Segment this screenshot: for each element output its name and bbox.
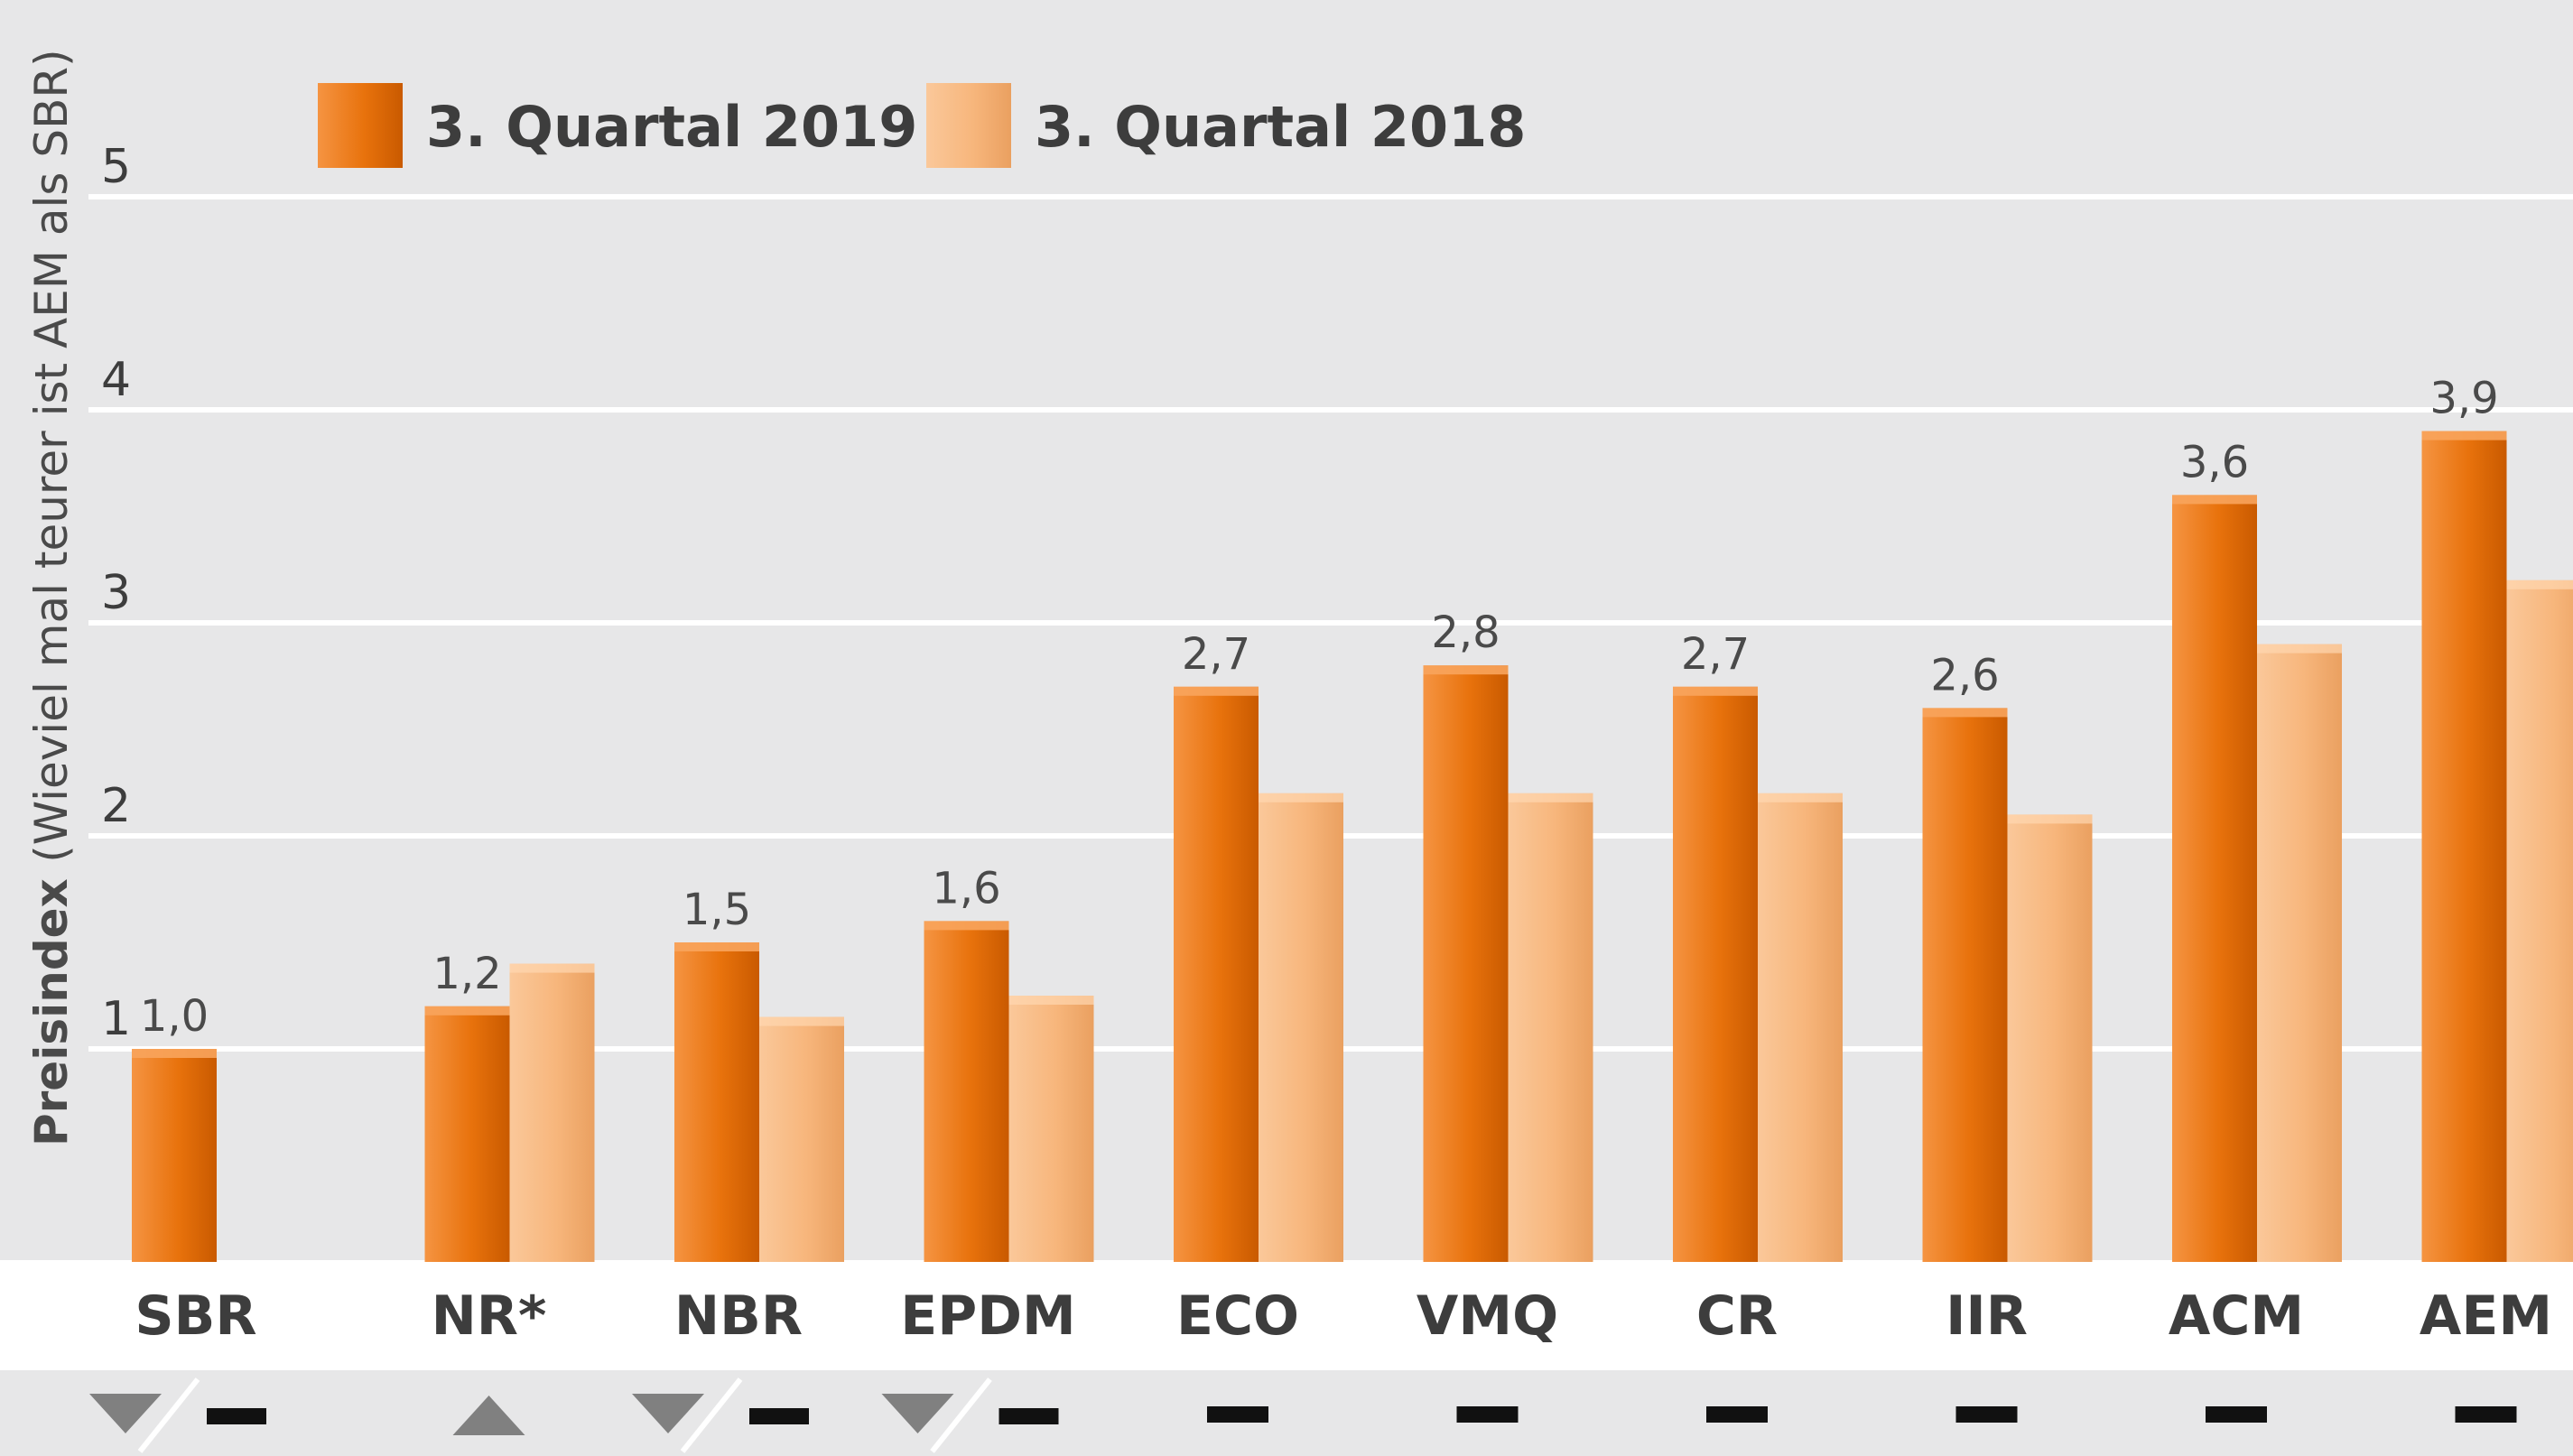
value-label-EPDM: 1,6	[932, 863, 1000, 913]
gridline-4	[88, 407, 2573, 413]
bar-2018-top-IIR	[2007, 814, 2093, 824]
category-label-EPDM: EPDM	[900, 1284, 1075, 1348]
value-label-NBR: 1,5	[683, 885, 751, 935]
bar-2019-top-NR*	[424, 1006, 510, 1015]
legend-label-1: 3. Quartal 2018	[1035, 94, 1526, 160]
bar-2019-top-IIR	[1922, 708, 2008, 718]
bar-2018-IIR	[2007, 814, 2093, 1262]
bar-2018-top-ACM	[2257, 644, 2342, 654]
bar-2019-top-EPDM	[924, 921, 1009, 931]
bar-2019-VMQ	[1423, 665, 1509, 1262]
trend-slash-EPDM	[930, 1377, 992, 1453]
bar-2019-top-CR	[1673, 686, 1758, 696]
category-band	[0, 1264, 2573, 1370]
bar-2018-ACM	[2257, 644, 2342, 1262]
value-label-SBR: 1,0	[140, 991, 209, 1042]
y-tick-label: 5	[101, 140, 131, 194]
bar-2019-NR*	[424, 1006, 510, 1262]
bar-2018-top-VMQ	[1508, 793, 1593, 802]
y-axis-label-note: (Wieviel mal teurer ist AEM als SBR)	[25, 49, 78, 862]
y-tick-label: 3	[101, 566, 131, 620]
category-label-ECO: ECO	[1176, 1284, 1299, 1348]
trend-flat-VMQ	[1456, 1406, 1519, 1423]
trend-up-NR*	[452, 1396, 525, 1435]
legend-label-0: 3. Quartal 2019	[426, 94, 917, 160]
y-axis-label: Preisindex (Wieviel mal teurer ist AEM a…	[25, 49, 78, 1146]
trend-flat-ECO	[1207, 1406, 1268, 1423]
category-label-ACM: ACM	[2169, 1284, 2304, 1348]
trend-down-NBR	[632, 1394, 704, 1433]
legend-swatch-0	[318, 83, 403, 168]
bar-2019-top-ECO	[1174, 686, 1259, 696]
category-label-NBR: NBR	[674, 1284, 803, 1348]
bar-2019-ACM	[2172, 495, 2257, 1262]
bar-2018-VMQ	[1508, 793, 1593, 1262]
trend-flat-EPDM	[999, 1408, 1059, 1424]
value-label-CR: 2,7	[1681, 629, 1750, 680]
value-label-ACM: 3,6	[2180, 437, 2249, 487]
trend-flat-AEM	[2455, 1406, 2517, 1423]
trend-flat-ACM	[2206, 1406, 2267, 1423]
trend-slash-NBR	[680, 1377, 743, 1453]
value-label-ECO: 2,7	[1182, 629, 1250, 680]
value-label-VMQ: 2,8	[1431, 607, 1500, 658]
value-label-AEM: 3,9	[2429, 374, 2498, 424]
category-label-VMQ: VMQ	[1417, 1284, 1558, 1348]
bar-2018-NR*	[509, 963, 595, 1262]
trend-down-SBR	[89, 1394, 162, 1433]
bar-2019-CR	[1673, 686, 1758, 1262]
bar-2018-top-AEM	[2506, 580, 2573, 589]
bar-2018-top-NBR	[759, 1016, 844, 1026]
bar-2019-NBR	[674, 942, 759, 1262]
category-label-NR*: NR*	[432, 1284, 547, 1348]
bar-2018-ECO	[1259, 793, 1343, 1262]
y-tick-label: 2	[101, 779, 131, 833]
bar-2018-top-ECO	[1259, 793, 1343, 802]
bar-2019-top-AEM	[2421, 431, 2507, 441]
legend-swatch-1	[926, 83, 1011, 168]
gridline-3	[88, 620, 2573, 626]
value-label-IIR: 2,6	[1930, 650, 1999, 700]
y-axis-label-main: Preisindex	[25, 863, 78, 1146]
trend-down-EPDM	[881, 1394, 954, 1433]
y-tick-label: 1	[101, 992, 131, 1046]
bar-2019-top-VMQ	[1423, 665, 1509, 675]
bar-2019-top-ACM	[2172, 495, 2257, 505]
category-label-AEM: AEM	[2420, 1284, 2552, 1348]
bar-2019-IIR	[1922, 708, 2008, 1262]
bar-2018-NBR	[759, 1016, 844, 1262]
bar-2018-CR	[1758, 793, 1843, 1262]
trend-flat-NBR	[749, 1408, 809, 1424]
bar-2018-top-CR	[1758, 793, 1843, 802]
bar-2019-AEM	[2421, 431, 2507, 1263]
y-tick-label: 4	[101, 353, 131, 407]
bar-2018-top-EPDM	[1008, 996, 1094, 1005]
bar-2019-ECO	[1174, 686, 1259, 1262]
category-label-CR: CR	[1696, 1284, 1778, 1348]
trend-flat-CR	[1706, 1406, 1768, 1423]
bar-2018-AEM	[2506, 580, 2573, 1262]
bar-2019-top-NBR	[674, 942, 759, 951]
value-label-NR*: 1,2	[432, 949, 501, 999]
bar-2019-SBR	[132, 1049, 217, 1262]
category-label-SBR: SBR	[135, 1284, 256, 1348]
bar-2018-EPDM	[1008, 996, 1094, 1262]
trend-slash-SBR	[137, 1377, 200, 1453]
category-label-IIR: IIR	[1946, 1284, 2028, 1348]
trend-flat-IIR	[1955, 1406, 2018, 1423]
gridline-5	[88, 194, 2573, 199]
trend-flat-SBR	[207, 1408, 266, 1424]
bar-2019-EPDM	[924, 921, 1009, 1262]
bar-2018-top-NR*	[509, 963, 595, 973]
bar-2019-top-SBR	[132, 1049, 217, 1058]
